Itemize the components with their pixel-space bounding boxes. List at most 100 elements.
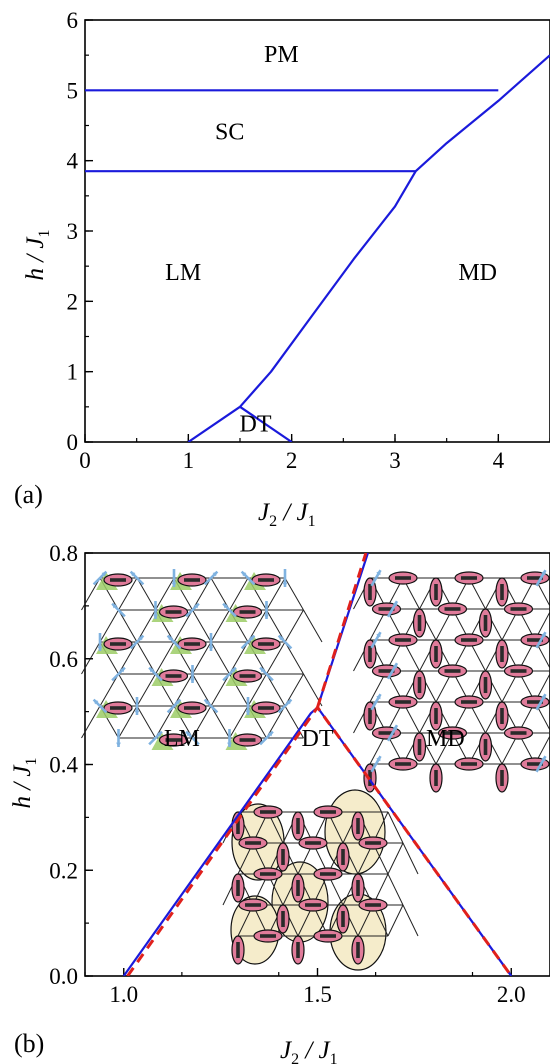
panel-b-y-axis-title: h / J1 xyxy=(9,757,40,808)
lattice-bond xyxy=(81,641,101,675)
dimer-bar xyxy=(395,700,411,704)
lattice-bond xyxy=(173,609,193,643)
x-tick-label: 1 xyxy=(183,448,195,473)
spin-arrowhead xyxy=(171,582,177,587)
lattice-bond xyxy=(266,673,286,707)
panel-b-phase-diagram: 1.0 1.5 2.0 0.0 0.2 0.4 0.6 0.8 LM DT MD xyxy=(49,541,550,1007)
dimer-bar xyxy=(296,818,300,834)
dimer-bar xyxy=(320,872,336,876)
dimer-bar xyxy=(417,677,422,693)
y-tick-label: 2 xyxy=(67,289,79,314)
x-tick-label: 3 xyxy=(389,448,401,473)
region-label-lm: LM xyxy=(165,260,201,286)
dimer-bar xyxy=(356,818,360,834)
spin-arrowhead xyxy=(241,571,247,577)
dimer-bar xyxy=(510,607,527,611)
spin-arrowhead xyxy=(392,725,397,731)
spin-arrowhead xyxy=(101,571,107,577)
spin-arrowhead xyxy=(376,756,381,762)
dimer-bar xyxy=(341,849,345,865)
panel-b-label: (b) xyxy=(14,1029,44,1058)
svg-text:J2 / J1: J2 / J1 xyxy=(258,499,316,530)
lattice-bond xyxy=(155,641,175,675)
dimer-bar xyxy=(245,841,261,845)
y-tick-label: 0.8 xyxy=(49,541,78,566)
lattice-bond xyxy=(210,705,230,739)
dt-lattice-inset xyxy=(222,789,419,971)
dimer-bar xyxy=(368,584,372,600)
dimer-bar xyxy=(378,731,395,735)
svg-text:J2 / J1: J2 / J1 xyxy=(280,1037,338,1064)
spin-arrowhead xyxy=(278,635,284,641)
dimer-bar xyxy=(365,903,381,907)
dimer-bar xyxy=(461,762,477,766)
x-tick-label: 1.5 xyxy=(303,982,332,1007)
spin-arrowhead xyxy=(190,678,195,683)
dimer-bar xyxy=(500,708,504,724)
spin-arrowhead xyxy=(260,667,265,673)
lattice-bond xyxy=(402,904,419,937)
dimer-bar xyxy=(245,903,261,907)
spin-arrowhead xyxy=(264,614,269,619)
spin-arrowhead xyxy=(120,667,125,673)
spin-arrowhead xyxy=(116,742,121,747)
spin-arrowhead xyxy=(223,603,228,609)
md-lattice-inset xyxy=(353,569,550,793)
spin-arrowhead xyxy=(93,699,99,705)
region-label-lm: LM xyxy=(164,726,200,752)
lattice-bond xyxy=(192,609,212,643)
dimer-bar xyxy=(296,942,300,958)
spin-arrowhead xyxy=(376,570,381,576)
spin-arrowhead xyxy=(157,731,162,737)
spin-arrowhead xyxy=(227,742,232,747)
y-tick-label: 0 xyxy=(67,430,79,455)
dimer-bar xyxy=(368,646,372,662)
lattice-bond xyxy=(192,705,212,739)
lattice-bond xyxy=(99,673,119,707)
dimer-bar xyxy=(165,610,182,614)
dimer-bar xyxy=(184,578,200,582)
spin-arrowhead xyxy=(541,756,546,762)
dimer-bar xyxy=(483,677,488,693)
dimer-bar xyxy=(395,762,411,766)
spin-arrowhead xyxy=(392,663,397,669)
y-tick-label: 5 xyxy=(67,78,79,103)
panel-a-phase-diagram: 0 1 2 3 4 0 1 2 3 4 5 6 PM SC LM MD DT xyxy=(67,8,550,473)
region-label-md: MD xyxy=(458,260,497,286)
spin-arrowhead xyxy=(175,699,181,705)
lattice-bond xyxy=(266,577,286,611)
lattice-bond xyxy=(387,842,404,875)
region-label-dt: DT xyxy=(240,411,272,437)
dimer-bar xyxy=(281,849,285,865)
dimer-bar xyxy=(510,731,527,735)
dimer-bar xyxy=(500,770,504,786)
dimer-bar xyxy=(165,674,182,678)
dimer-bar xyxy=(444,731,461,735)
lattice-bond xyxy=(387,873,404,906)
dimer-bar xyxy=(260,872,276,876)
lattice-bond xyxy=(192,641,212,675)
spin-arrowhead xyxy=(134,710,140,715)
lattice-bond xyxy=(81,577,101,611)
spin-arrowhead xyxy=(286,699,292,705)
spin-arrowhead xyxy=(392,601,397,607)
phase-boundary-line-2 xyxy=(187,405,241,442)
panel-b-x-axis-title: J2 / J1 xyxy=(280,1037,338,1064)
dimer-bar xyxy=(305,903,321,907)
region-label-pm: PM xyxy=(264,42,299,68)
lattice-bond xyxy=(81,705,101,739)
dimer-bar xyxy=(260,934,276,938)
dimer-bar xyxy=(320,810,336,814)
dimer-bar xyxy=(184,642,200,646)
y-tick-label: 6 xyxy=(67,8,79,33)
dimer-bar xyxy=(500,584,504,600)
dimer-bar xyxy=(378,607,395,611)
lattice-bond xyxy=(387,904,404,937)
dimer-bar xyxy=(258,642,274,646)
lattice-bond xyxy=(402,842,419,875)
lattice-bond xyxy=(284,609,304,643)
spin-arrowhead xyxy=(268,731,273,737)
dimer-bar xyxy=(527,576,543,580)
spin-arrowhead xyxy=(204,699,210,705)
lattice-bond xyxy=(136,577,156,611)
